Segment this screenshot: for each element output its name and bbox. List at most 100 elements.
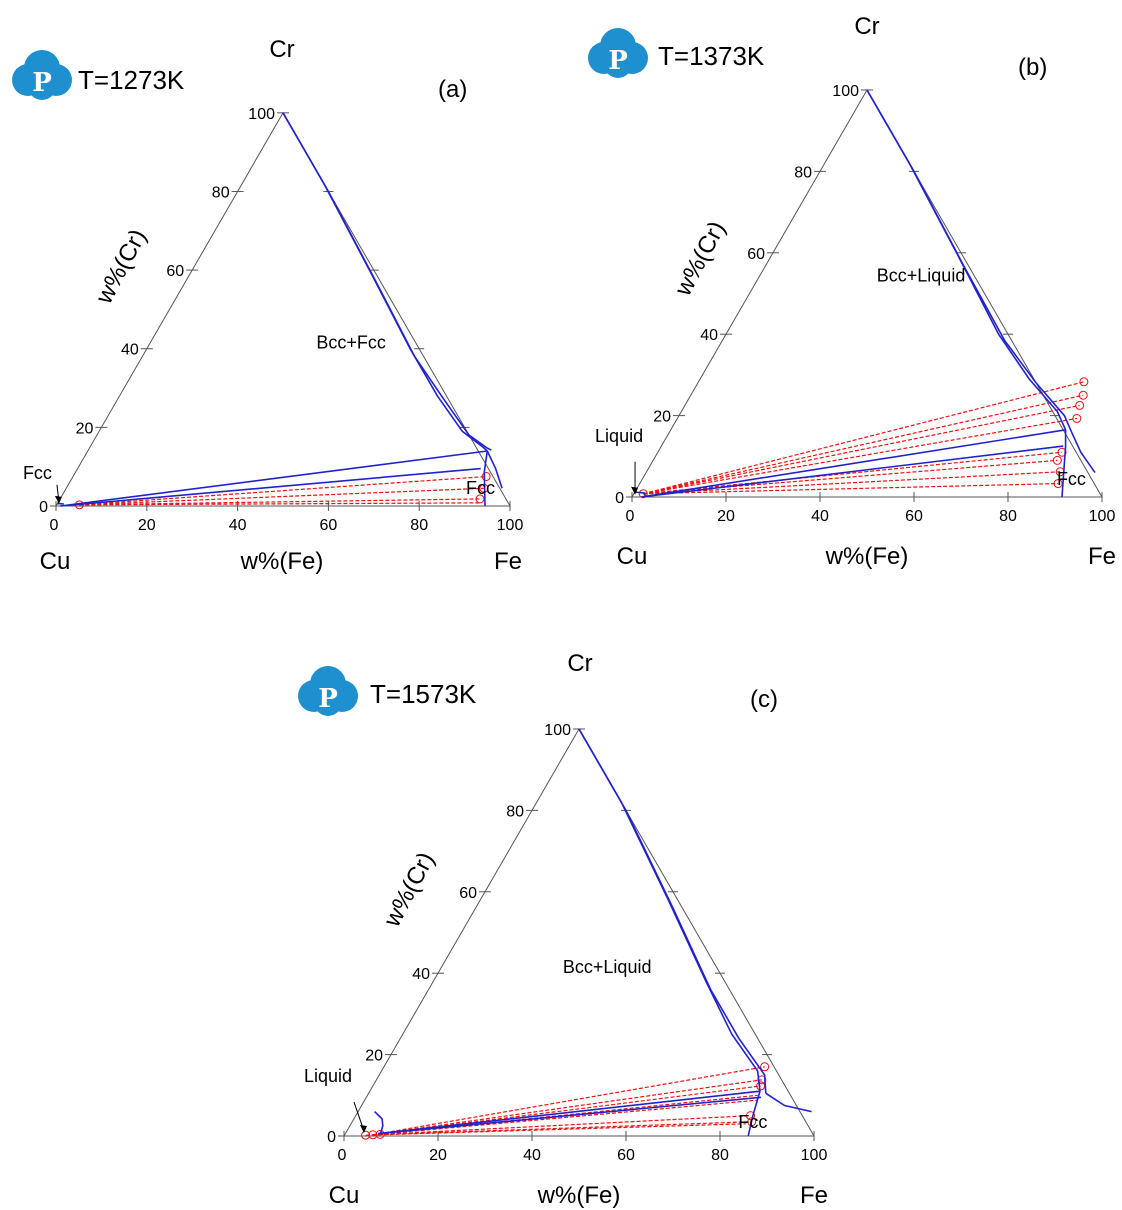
- panel-c-tie-line: [372, 1066, 765, 1136]
- panel-c-triangle-frame: [343, 727, 815, 1137]
- panel-b-xlabel: w%(Fe): [825, 543, 909, 570]
- panel-c-x-tick-label: 60: [617, 1147, 635, 1164]
- panel-b-y-tick-label: 40: [700, 327, 718, 344]
- panel-b-x-tick-label: 60: [905, 508, 923, 525]
- panel-b-label: (b): [1018, 54, 1047, 81]
- panel-c-x-tick-label: 100: [801, 1147, 828, 1164]
- p-logo: P: [588, 28, 648, 78]
- panel-a-tie-line: [79, 487, 484, 506]
- panel-a-vertex-left: Cu: [40, 548, 71, 575]
- panel-b-phase-boundary: [641, 445, 1064, 498]
- panel-c-tie-marker: [746, 1111, 756, 1121]
- p-logo: P: [12, 50, 72, 100]
- panel-c-region-label: Fcc: [738, 1112, 767, 1132]
- panel-b-ylabel: w%(Cr): [669, 217, 731, 301]
- panel-c-y-tick-label: 80: [506, 803, 524, 820]
- panel-a-y-tick-label: 80: [212, 184, 230, 201]
- panel-b-y-tick-label: 80: [794, 164, 812, 181]
- panel-c-tie-line: [372, 1099, 758, 1136]
- panel-a-region-label: Fcc: [23, 463, 52, 483]
- panel-a-label: (a): [438, 76, 467, 103]
- panel-b-tie-line: [643, 381, 1085, 495]
- panel-b-x-tick-label: 80: [999, 508, 1017, 525]
- panel-c-tie-line: [372, 1115, 751, 1136]
- panel-a-phase-boundary: [486, 450, 503, 489]
- panel-c: P T=1573K (c) Cr Cu Fe w%(Fe) w%(Cr) 00 2…: [298, 650, 828, 1209]
- panel-b-region-label: Bcc+Liquid: [877, 265, 966, 285]
- panel-b-tie-marker: [1075, 400, 1085, 410]
- panel-c-phase-boundary: [378, 1090, 761, 1135]
- panel-b-tie-marker: [1057, 447, 1067, 457]
- panel-a-y-tick-label: 40: [121, 342, 139, 359]
- panel-c-y-tick-label: 60: [459, 885, 477, 902]
- panel-c-label: (c): [750, 686, 778, 713]
- panel-a-phase-boundary: [282, 112, 488, 452]
- panel-c-tie-marker: [368, 1130, 378, 1140]
- svg-text:P: P: [32, 68, 52, 98]
- panel-a-region-arrowhead: [54, 495, 62, 504]
- panel-c-region-arrowhead: [359, 1124, 367, 1133]
- panel-a-x-tick-label: 40: [229, 517, 247, 534]
- panel-b-region-label: Fcc: [1057, 469, 1086, 489]
- panel-b-x-tick-label: 100: [1089, 508, 1116, 525]
- panel-a-phase-boundary: [282, 112, 492, 451]
- panel-c-phase-boundary: [374, 1111, 384, 1135]
- panel-a-ylabel: w%(Cr): [90, 225, 152, 309]
- panel-b-tie-marker: [638, 489, 648, 499]
- panel-c-y-tick-label: 40: [412, 966, 430, 983]
- panel-c-x-tick-label: 40: [523, 1147, 541, 1164]
- panel-c-tie-line: [372, 1079, 762, 1136]
- panel-a-tie-marker: [475, 494, 485, 504]
- panel-b-title: T=1373K: [658, 41, 765, 71]
- panel-a-y-tick-label: 0: [39, 499, 48, 516]
- panel-c-x-tick-label: 80: [711, 1147, 729, 1164]
- panel-c-tie-marker: [375, 1129, 385, 1139]
- panel-b-tie-marker: [1078, 390, 1088, 400]
- svg-text:P: P: [318, 684, 338, 714]
- panel-b: P T=1373K (b) Cr Cu Fe w%(Fe) w%(Cr) 00 2…: [588, 13, 1116, 570]
- panel-c-phase-boundary: [378, 1096, 762, 1135]
- panel-b-triangle-frame: [631, 88, 1103, 498]
- panel-b-phase-boundary: [1070, 431, 1096, 474]
- panel-b-region-label: Liquid: [595, 426, 643, 446]
- panel-a-phase-boundary: [60, 450, 488, 507]
- panel-b-y-tick-label: 60: [747, 246, 765, 263]
- panel-b-y-tick-label: 100: [832, 83, 859, 100]
- panel-b-vertex-left: Cu: [617, 543, 648, 570]
- panel-b-tie-marker: [1072, 413, 1082, 423]
- panel-a: P T=1273K (a) Cr Cu Fe w%(Fe) w%(Cr) 00 2…: [12, 36, 523, 575]
- panel-c-tie-marker: [760, 1062, 770, 1072]
- panel-a-tie-marker: [481, 472, 491, 482]
- panel-b-phase-boundary: [1061, 429, 1067, 498]
- panel-b-tie-line: [643, 404, 1080, 495]
- p-logo: P: [298, 666, 358, 716]
- panel-c-x-tick-label: 20: [429, 1147, 447, 1164]
- panel-c-ylabel: w%(Cr): [378, 848, 440, 932]
- panel-a-phase-boundary: [60, 467, 481, 507]
- panel-b-vertex-top: Cr: [854, 13, 879, 40]
- panel-b-region-arrowhead: [631, 486, 639, 495]
- panel-c-title: T=1573K: [370, 679, 477, 709]
- panel-a-tie-line: [79, 498, 481, 506]
- panel-a-title: T=1273K: [78, 65, 185, 95]
- panel-b-tie-line: [643, 417, 1077, 495]
- panel-b-tie-line: [643, 394, 1084, 495]
- panel-c-phase-boundary: [765, 1092, 812, 1113]
- panel-c-y-tick-label: 20: [365, 1048, 383, 1065]
- panel-b-tie-line: [643, 471, 1061, 495]
- panel-c-xlabel: w%(Fe): [537, 1182, 621, 1209]
- panel-b-x-tick-label: 20: [717, 508, 735, 525]
- panel-c-vertex-right: Fe: [800, 1182, 828, 1209]
- panel-c-tie-marker: [757, 1075, 767, 1085]
- panel-a-x-tick-label: 60: [320, 517, 338, 534]
- panel-a-phase-boundary: [483, 450, 489, 507]
- panel-a-region-label: Fcc: [466, 478, 495, 498]
- panel-a-vertex-top: Cr: [269, 36, 294, 63]
- panel-c-region-label: Liquid: [304, 1066, 352, 1086]
- panel-b-tie-marker: [1079, 377, 1089, 387]
- panel-a-y-tick-label: 100: [248, 106, 275, 123]
- panel-b-tie-marker: [1052, 455, 1062, 465]
- panel-a-xlabel: w%(Fe): [240, 548, 324, 575]
- panel-a-x-tick-label: 80: [410, 517, 428, 534]
